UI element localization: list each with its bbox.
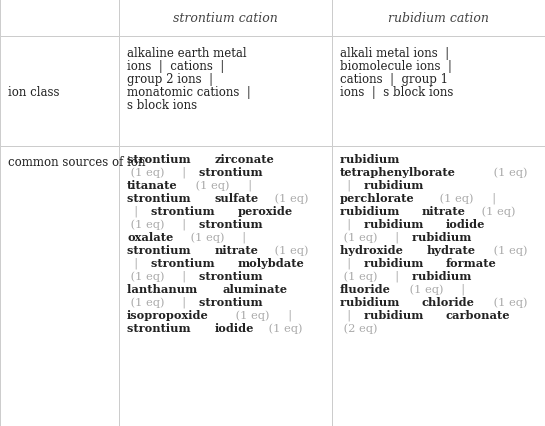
Text: isopropoxide: isopropoxide: [127, 309, 209, 320]
Text: strontium: strontium: [151, 205, 219, 216]
Text: alkaline earth metal: alkaline earth metal: [127, 47, 247, 60]
Bar: [119, 0, 332, 37]
Bar: [119, 147, 332, 426]
Text: (1 eq): (1 eq): [127, 296, 165, 307]
Text: (1 eq): (1 eq): [127, 219, 165, 229]
Text: |: |: [241, 180, 259, 191]
Text: (1 eq): (1 eq): [340, 231, 378, 242]
Text: strontium: strontium: [127, 245, 195, 256]
Text: chloride: chloride: [422, 296, 475, 307]
Text: (1 eq): (1 eq): [233, 309, 270, 320]
Text: (1 eq): (1 eq): [437, 193, 474, 203]
Text: rubidium: rubidium: [364, 257, 427, 268]
Text: rubidium: rubidium: [364, 309, 427, 320]
Text: (1 eq): (1 eq): [187, 231, 224, 242]
Text: s block ions: s block ions: [127, 99, 197, 112]
Text: (1 eq): (1 eq): [265, 322, 302, 333]
Text: nitrate: nitrate: [214, 245, 258, 256]
Text: zirconate: zirconate: [214, 154, 274, 164]
Text: (1 eq): (1 eq): [340, 271, 378, 281]
Text: strontium: strontium: [199, 219, 267, 230]
Text: |: |: [127, 257, 146, 269]
Text: |: |: [454, 283, 473, 295]
Text: rubidium: rubidium: [412, 271, 475, 281]
Text: rubidium: rubidium: [412, 231, 475, 242]
Text: ion class: ion class: [8, 85, 59, 98]
Text: biomolecule ions  |: biomolecule ions |: [340, 60, 452, 73]
Text: strontium cation: strontium cation: [173, 12, 278, 25]
Text: (1 eq): (1 eq): [489, 167, 527, 177]
Text: rubidium: rubidium: [364, 180, 427, 190]
Text: (1 eq): (1 eq): [489, 245, 527, 255]
Text: cations  |  group 1: cations | group 1: [340, 73, 448, 86]
Text: (1 eq): (1 eq): [490, 296, 528, 307]
Text: common sources of ion: common sources of ion: [8, 155, 146, 169]
Bar: [0, 0, 119, 37]
Text: nitrate: nitrate: [422, 205, 465, 216]
Text: perchlorate: perchlorate: [340, 193, 415, 204]
Text: ions  |  s block ions: ions | s block ions: [340, 86, 453, 99]
Text: rubidium cation: rubidium cation: [388, 12, 489, 25]
Text: strontium: strontium: [199, 167, 267, 178]
Bar: [332, 147, 545, 426]
Text: hydrate: hydrate: [426, 245, 475, 256]
Bar: [0, 147, 119, 426]
Text: |: |: [175, 271, 194, 282]
Text: (1 eq): (1 eq): [271, 193, 308, 203]
Text: iodide: iodide: [445, 219, 485, 230]
Text: fluoride: fluoride: [340, 283, 391, 294]
Text: |: |: [235, 231, 253, 243]
Bar: [332, 0, 545, 37]
Text: |: |: [340, 257, 359, 269]
Text: strontium: strontium: [151, 257, 219, 268]
Text: |: |: [340, 180, 359, 191]
Text: |: |: [389, 271, 407, 282]
Text: molybdate: molybdate: [238, 257, 305, 268]
Text: alkali metal ions  |: alkali metal ions |: [340, 47, 449, 60]
Bar: [119, 37, 332, 147]
Text: (1 eq): (1 eq): [127, 271, 165, 281]
Text: rubidium: rubidium: [364, 219, 427, 230]
Text: (1 eq): (1 eq): [271, 245, 308, 255]
Text: strontium: strontium: [127, 193, 195, 204]
Text: hydroxide: hydroxide: [340, 245, 407, 256]
Text: peroxide: peroxide: [238, 205, 293, 216]
Text: formate: formate: [445, 257, 496, 268]
Text: rubidium: rubidium: [340, 205, 403, 216]
Text: |: |: [127, 205, 146, 217]
Text: |: |: [340, 309, 359, 321]
Text: |: |: [281, 309, 299, 321]
Bar: [0, 37, 119, 147]
Text: |: |: [175, 167, 194, 178]
Text: (1 eq): (1 eq): [192, 180, 230, 190]
Text: titanate: titanate: [127, 180, 178, 190]
Text: strontium: strontium: [199, 271, 267, 281]
Text: |: |: [389, 231, 407, 243]
Text: group 2 ions  |: group 2 ions |: [127, 73, 213, 86]
Text: lanthanum: lanthanum: [127, 283, 201, 294]
Text: (1 eq): (1 eq): [405, 283, 443, 294]
Text: |: |: [175, 219, 194, 230]
Text: carbonate: carbonate: [445, 309, 510, 320]
Text: strontium: strontium: [199, 296, 267, 307]
Text: |: |: [175, 296, 194, 308]
Text: (2 eq): (2 eq): [340, 322, 378, 333]
Bar: [332, 37, 545, 147]
Text: sulfate: sulfate: [214, 193, 258, 204]
Text: rubidium: rubidium: [340, 296, 403, 307]
Text: ions  |  cations  |: ions | cations |: [127, 60, 224, 73]
Text: (1 eq): (1 eq): [127, 167, 165, 177]
Text: strontium: strontium: [127, 154, 195, 164]
Text: aluminate: aluminate: [223, 283, 288, 294]
Text: rubidium: rubidium: [340, 154, 403, 164]
Text: monatomic cations  |: monatomic cations |: [127, 86, 251, 99]
Text: |: |: [485, 193, 503, 204]
Text: |: |: [340, 219, 359, 230]
Text: oxalate: oxalate: [127, 231, 173, 242]
Text: tetraphenylborate: tetraphenylborate: [340, 167, 456, 178]
Text: (1 eq): (1 eq): [479, 205, 516, 216]
Text: strontium: strontium: [127, 322, 195, 333]
Text: iodide: iodide: [214, 322, 253, 333]
